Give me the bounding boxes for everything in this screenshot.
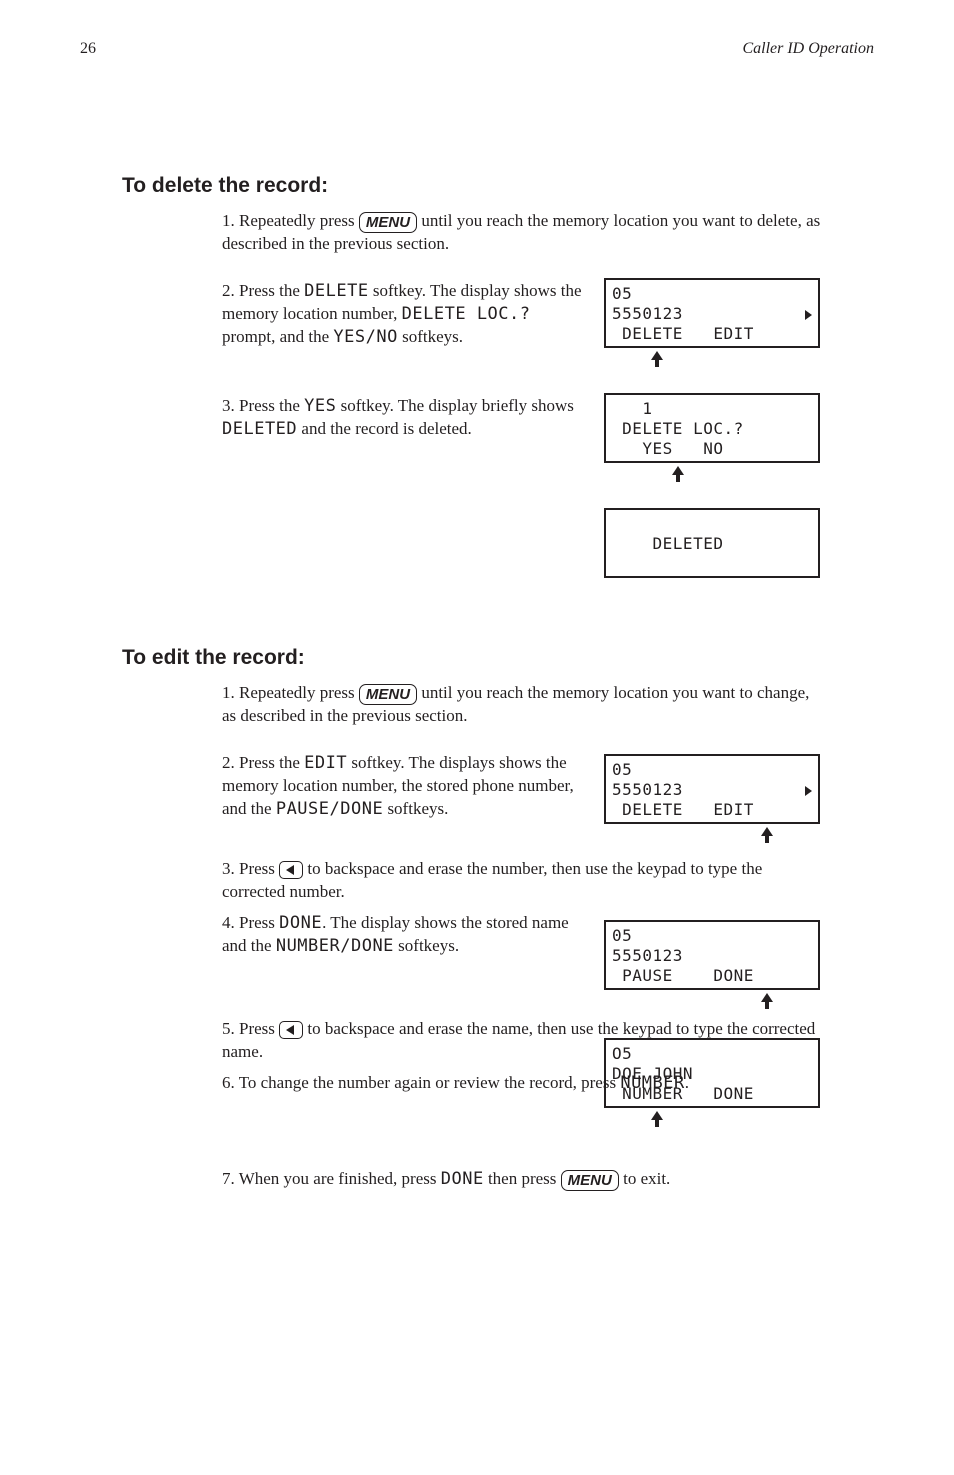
lcd-line: NUMBER DONE [612,1084,812,1104]
arrow-up-icon [761,827,771,841]
lcd-line: 1 [612,399,812,419]
text: 6. To change the number again or review … [222,1073,620,1092]
arrow-up-icon [651,351,661,365]
page-number: 26 [80,38,96,60]
menu-key-icon: MENU [561,1170,619,1191]
text: 7. When you are finished, press [222,1169,441,1188]
text: softkeys. [398,327,463,346]
edit-step-3: 3. Press to backspace and erase the numb… [222,858,822,904]
arrow-up-icon [651,1111,661,1125]
delete-softkey-label: DELETE [304,281,368,301]
numberdone-label: NUMBER/DONE [276,936,394,956]
lcd-line: DELETE EDIT [612,324,812,344]
edit-step-4: 4. Press DONE. The display shows the sto… [222,912,582,958]
yes-label: YES [304,396,336,416]
lcd-line: 05 [612,284,812,304]
nav-left-key-icon [279,861,303,879]
lcd-delete-entry: 05 5550123 DELETE EDIT [604,278,820,348]
text: 2. Press the [222,753,304,772]
text: 4. Press [222,913,279,932]
edit-step-1: 1. Repeatedly press MENU until you reach… [222,682,822,728]
arrow-up-icon [761,993,771,1007]
lcd-line: PAUSE DONE [612,966,812,986]
text: softkeys. [383,799,448,818]
done-label: DONE [441,1169,484,1189]
text: 5. Press [222,1019,279,1038]
text: softkeys. [394,936,459,955]
text: to exit. [619,1169,670,1188]
edit-softkey-label: EDIT [304,753,347,773]
deleted-label: DELETED [222,419,297,439]
lcd-line: YES NO [612,439,812,459]
lcd-line: 5550123 [612,780,812,800]
heading-edit: To edit the record: [122,644,305,672]
scroll-right-icon [805,786,812,796]
breadcrumb: Caller ID Operation [742,38,874,60]
lcd-line: 05 [612,926,812,946]
done-label: DONE [279,913,322,933]
lcd-line: 05 [612,760,812,780]
menu-key-icon: MENU [359,684,417,705]
arrow-up-icon [672,466,682,480]
text: 1. Repeatedly press [222,211,359,230]
text: then press [484,1169,561,1188]
lcd-line [612,514,812,534]
lcd-line: DELETED [612,534,812,554]
text: 3. Press [222,859,279,878]
yesno-label: YES/NO [333,327,397,347]
menu-key-icon: MENU [359,212,417,233]
text: 1. Repeatedly press [222,683,359,702]
lcd-edit-number: 05 5550123 PAUSE DONE [604,920,820,990]
lcd-line: DELETE LOC.? [612,419,812,439]
lcd-delete-confirm: 1 DELETE LOC.? YES NO [604,393,820,463]
delete-step-2: 2. Press the DELETE softkey. The display… [222,280,582,349]
edit-step-2: 2. Press the EDIT softkey. The displays … [222,752,582,821]
heading-delete: To delete the record: [122,172,328,200]
text: to backspace and erase the number, then … [222,859,762,901]
lcd-line: 5550123 [612,304,812,324]
text: 2. Press the [222,281,304,300]
nav-left-key-icon [279,1021,303,1039]
lcd-edit-entry: 05 5550123 DELETE EDIT [604,754,820,824]
lcd-line [612,554,812,574]
prompt-label: DELETE LOC.? [402,304,531,324]
text: prompt, and the [222,327,333,346]
lcd-line: DOE JOHN [612,1064,812,1084]
lcd-edit-name: O5 DOE JOHN NUMBER DONE [604,1038,820,1108]
text: softkey. The display briefly shows [336,396,574,415]
delete-step-3: 3. Press the YES softkey. The display br… [222,395,582,441]
text: and the record is deleted. [297,419,472,438]
edit-step-7: 7. When you are finished, press DONE the… [222,1168,822,1191]
scroll-right-icon [805,310,812,320]
lcd-line: O5 [612,1044,812,1064]
lcd-line: 5550123 [612,946,812,966]
lcd-deleted: DELETED [604,508,820,578]
pausedone-label: PAUSE/DONE [276,799,383,819]
delete-step-1: 1. Repeatedly press MENU until you reach… [222,210,822,256]
lcd-line: DELETE EDIT [612,800,812,820]
text: 3. Press the [222,396,304,415]
